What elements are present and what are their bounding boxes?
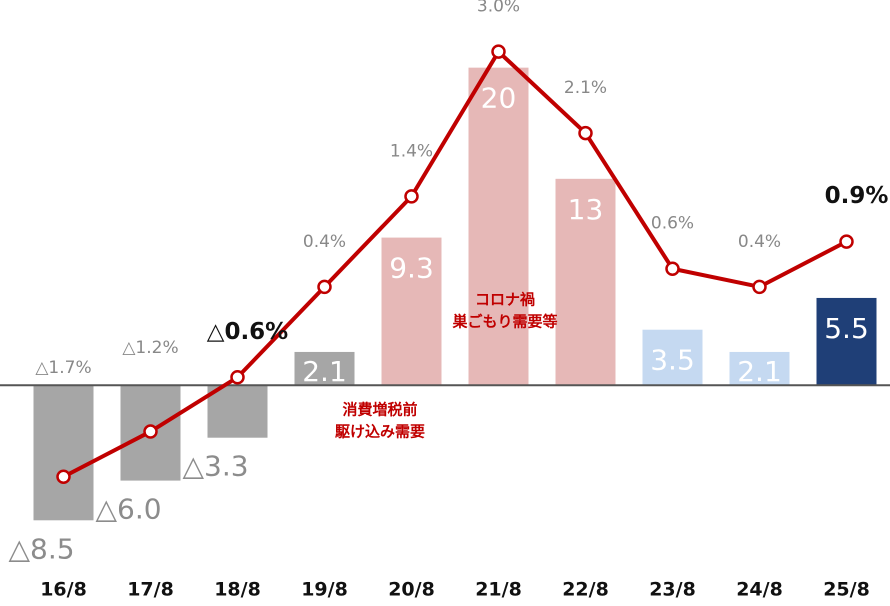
line-marker	[317, 279, 332, 295]
line-marker	[230, 370, 245, 385]
annotation: 駆け込み需要	[335, 423, 425, 441]
x-tick-label: 25/8	[823, 579, 870, 601]
x-tick-label: 23/8	[649, 579, 696, 601]
line	[62, 49, 848, 479]
x-tick-label: 17/8	[127, 579, 174, 601]
x-tick-label: 16/8	[40, 579, 87, 601]
line-marker	[578, 125, 593, 141]
bar	[555, 178, 616, 386]
bar	[816, 297, 877, 386]
bar-label: △6.0	[95, 493, 161, 526]
annotation: 巣ごもり需要等	[451, 313, 557, 331]
bar	[642, 329, 703, 386]
bar-label: 2.1	[302, 355, 347, 388]
x-tick-label: 20/8	[388, 579, 435, 601]
bar-label: △8.5	[8, 532, 74, 565]
bar-label: 20	[481, 82, 517, 115]
annotation: コロナ禍	[475, 291, 535, 309]
line-label: △1.7%	[35, 358, 91, 378]
line-marker	[404, 189, 419, 204]
line-label: 3.0%	[477, 0, 520, 17]
bar-label: △3.3	[182, 450, 248, 483]
line-label: 0.4%	[303, 232, 346, 252]
line-marker	[491, 44, 506, 59]
bar	[33, 385, 94, 521]
bar	[207, 385, 268, 438]
line-label: 0.6%	[651, 214, 694, 234]
bar-label: 2.1	[737, 355, 782, 388]
line-label: 0.4%	[738, 232, 781, 252]
x-tick-label: 19/8	[301, 579, 348, 601]
bar-label: 9.3	[389, 252, 434, 285]
line-marker	[56, 469, 71, 485]
bar	[729, 351, 790, 386]
line-label: 0.9%	[825, 183, 889, 209]
annotation: 消費増税前	[342, 401, 417, 419]
bar-label: 13	[568, 193, 604, 226]
line-marker	[839, 234, 854, 249]
line-label: △1.2%	[122, 338, 178, 358]
line-marker	[143, 424, 158, 439]
x-tick-label: 18/8	[214, 579, 261, 601]
bar	[468, 67, 529, 386]
line-marker	[665, 261, 680, 276]
bar	[294, 351, 355, 386]
line-label: 1.4%	[390, 141, 433, 161]
x-tick-label: 22/8	[562, 579, 609, 601]
line-label: △0.6%	[207, 319, 288, 345]
line-marker	[752, 279, 767, 295]
bar	[381, 237, 442, 386]
line-label: 2.1%	[564, 78, 607, 98]
x-tick-label: 24/8	[736, 579, 783, 601]
bar-label: 5.5	[824, 312, 869, 345]
x-tick-label: 21/8	[475, 579, 522, 601]
bar-label: 3.5	[650, 344, 695, 377]
